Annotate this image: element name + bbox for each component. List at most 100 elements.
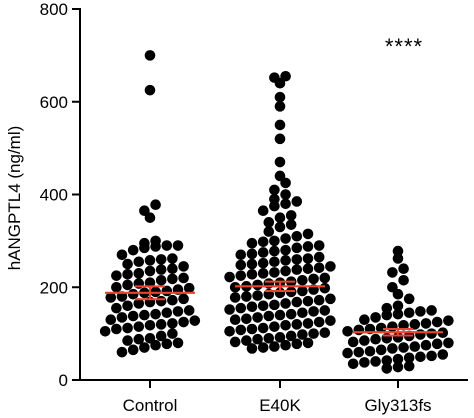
data-point [155,319,167,330]
data-point [302,318,314,329]
y-axis: 0 200 400 600 800 [40,0,81,390]
data-point [392,308,404,320]
data-point [105,314,117,326]
data-point [257,257,269,269]
data-point [398,342,409,353]
data-point [308,328,319,339]
data-point [167,273,178,285]
data-point [291,264,303,275]
data-point [359,335,370,346]
data-point [178,261,189,272]
data-point [285,308,297,320]
data-point [257,268,269,279]
data-point [431,338,443,350]
data-point [403,352,415,364]
data-point [144,255,156,266]
significance-annotation: **** [385,34,423,59]
data-point [302,253,314,264]
data-point [353,346,365,358]
data-point [252,290,263,301]
data-point [224,271,235,283]
data-point [246,268,258,280]
y-tick-label: 200 [40,278,68,297]
data-point [144,84,156,96]
data-point [302,295,314,307]
data-point [269,321,280,332]
data-point [364,345,376,357]
data-point [241,313,252,325]
data-point [155,295,167,307]
data-point [122,279,133,291]
data-point [252,333,263,345]
data-point [426,328,437,339]
data-point [319,305,331,316]
data-point [359,314,370,326]
data-point [269,341,280,352]
data-point [241,291,252,302]
data-point [133,256,145,268]
data-point [246,248,258,260]
data-point [403,293,415,305]
data-point [155,330,167,342]
data-point [274,212,286,223]
data-point [297,285,308,297]
data-point [319,282,331,294]
data-point [161,307,173,319]
data-point [122,258,133,270]
data-point [274,119,286,131]
data-point [325,261,336,272]
data-point [370,333,381,345]
data-point [392,288,404,300]
data-point [116,346,128,358]
data-point [257,205,269,217]
data-point [246,258,258,270]
data-point [127,288,139,300]
data-point [263,226,275,237]
x-tick-label: Control [123,396,178,415]
data-point [375,322,387,334]
data-point [133,268,145,279]
data-point [122,335,133,346]
data-point [426,305,437,316]
data-point [183,282,195,294]
data-point [353,324,365,336]
data-point [392,353,404,365]
data-point [155,254,167,265]
data-point [308,306,319,317]
data-point [443,337,454,349]
data-point [274,91,286,103]
data-point [189,315,201,326]
data-point [319,327,331,338]
data-point [269,200,280,212]
data-point [437,349,449,360]
data-point [263,310,275,322]
data-point [370,356,381,367]
data-point [178,272,189,284]
data-point [133,333,145,345]
data-point [426,350,437,362]
data-point [269,267,280,278]
data-point [252,279,263,291]
data-point [116,312,128,323]
data-point [139,309,150,321]
data-point [252,312,263,323]
data-point [269,245,280,257]
data-point [319,272,331,284]
data-point [409,341,421,352]
x-tick-label: E40K [259,396,301,415]
data-point [325,293,336,305]
data-point [297,274,308,286]
y-tick-label: 600 [40,93,68,112]
data-point [183,305,195,316]
data-point [403,307,415,319]
data-point [99,326,111,337]
data-point [443,315,454,326]
data-point [257,247,269,258]
data-point [111,281,122,293]
data-point [387,267,398,278]
data-point [122,300,133,312]
data-point [280,298,291,309]
data-point [257,300,269,312]
data-point [111,302,122,314]
